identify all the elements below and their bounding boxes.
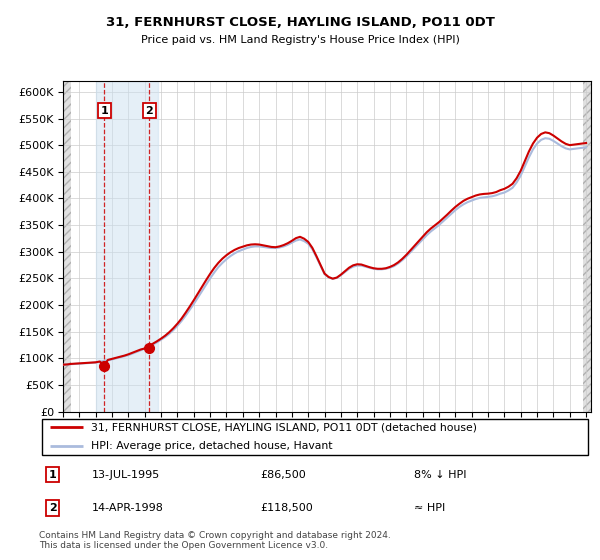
Text: 8% ↓ HPI: 8% ↓ HPI — [415, 470, 467, 480]
Text: 31, FERNHURST CLOSE, HAYLING ISLAND, PO11 0DT: 31, FERNHURST CLOSE, HAYLING ISLAND, PO1… — [106, 16, 494, 29]
Text: 31, FERNHURST CLOSE, HAYLING ISLAND, PO11 0DT (detached house): 31, FERNHURST CLOSE, HAYLING ISLAND, PO1… — [91, 422, 478, 432]
Text: 14-APR-1998: 14-APR-1998 — [91, 503, 163, 514]
Text: ≈ HPI: ≈ HPI — [415, 503, 446, 514]
FancyBboxPatch shape — [42, 419, 588, 455]
Text: 13-JUL-1995: 13-JUL-1995 — [91, 470, 160, 480]
Text: £86,500: £86,500 — [260, 470, 305, 480]
Bar — [63, 81, 71, 412]
Bar — [583, 81, 591, 412]
Text: £118,500: £118,500 — [260, 503, 313, 514]
Text: 2: 2 — [49, 503, 56, 514]
Text: 1: 1 — [49, 470, 56, 480]
Text: Price paid vs. HM Land Registry's House Price Index (HPI): Price paid vs. HM Land Registry's House … — [140, 35, 460, 45]
Text: Contains HM Land Registry data © Crown copyright and database right 2024.
This d: Contains HM Land Registry data © Crown c… — [39, 531, 391, 550]
Text: HPI: Average price, detached house, Havant: HPI: Average price, detached house, Hava… — [91, 441, 333, 451]
Text: 2: 2 — [146, 105, 154, 115]
Bar — [95, 81, 158, 412]
Text: 1: 1 — [100, 105, 108, 115]
